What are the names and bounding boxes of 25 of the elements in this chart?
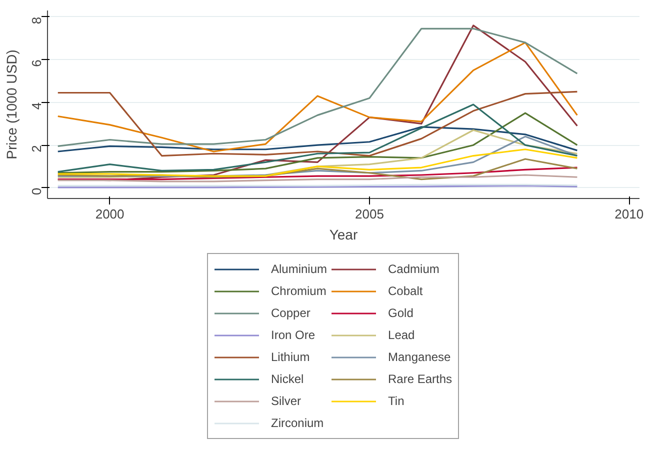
legend-label: Gold — [388, 305, 414, 322]
x-tick-label: 2005 — [355, 206, 384, 222]
legend-label: Copper — [271, 305, 310, 322]
legend-label: Rare Earths — [388, 371, 452, 388]
y-axis-title: Price (1000 USD) — [4, 50, 20, 160]
y-tick-label: 0 — [29, 188, 44, 196]
x-tick-label: 2010 — [614, 206, 644, 222]
legend-label: Silver — [271, 393, 302, 410]
x-axis-title: Year — [329, 226, 358, 242]
legend-label: Nickel — [271, 371, 304, 388]
legend-label: Iron Ore — [271, 327, 316, 344]
legend-label: Chromium — [271, 283, 326, 300]
legend-label: Cobalt — [388, 283, 423, 300]
y-tick-label: 4 — [29, 102, 44, 110]
legend-label: Tin — [388, 393, 406, 410]
legend-label: Manganese — [388, 349, 451, 366]
y-tick-label: 8 — [29, 16, 44, 24]
y-tick-label: 2 — [29, 145, 44, 152]
legend-label: Zirconium — [271, 415, 324, 432]
legend-label: Cadmium — [388, 261, 440, 278]
legend-label: Aluminium — [271, 261, 328, 278]
x-tick-label: 2000 — [95, 206, 124, 222]
y-tick-label: 6 — [29, 60, 44, 67]
legend-label: Lead — [388, 327, 415, 344]
legend-label: Lithium — [271, 349, 310, 366]
